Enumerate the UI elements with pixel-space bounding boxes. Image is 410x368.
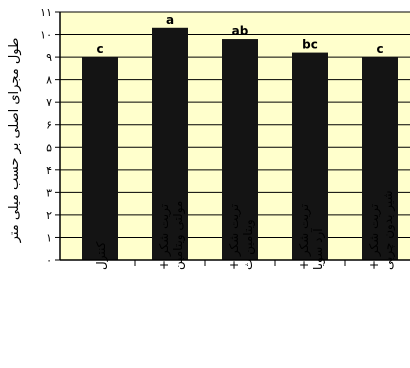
y-tick-label: ۱۰ (40, 29, 52, 42)
x-tick-label-line: تریت شکر + (297, 204, 312, 270)
significance-letter: ab (232, 24, 249, 38)
x-tick-label: کنترل (94, 241, 109, 270)
x-tick-label: تریت شکر + ویتامین ث (227, 204, 256, 270)
x-tick-labels: کنترل تریت شکر + مولتی ویتامین تریت شکر + وی… (94, 190, 396, 270)
y-axis-label: طول مجرای اصلی بر حسب میلی متر (7, 38, 22, 244)
y-tick-label: ۵ (46, 141, 52, 154)
x-tick-label-line: تریت شکر + (367, 204, 382, 270)
y-tick-label: ۴ (46, 164, 52, 177)
significance-letter: c (376, 42, 383, 56)
y-tick-label: ۸ (46, 74, 52, 87)
significance-letter: bc (302, 38, 318, 52)
x-tick-label: تریت شکر + مولتی ویتامین (157, 201, 186, 270)
y-tick-label: ۷ (46, 96, 52, 109)
x-tick-label: تریت شکر + شیر بدون چربی (367, 190, 396, 270)
y-tick-label: ۱ (46, 231, 52, 244)
bar-2 (152, 27, 188, 261)
bar-4 (292, 52, 328, 260)
y-tick-label: ۳ (46, 186, 52, 199)
significance-letter: c (96, 42, 103, 56)
bar-1 (82, 57, 118, 260)
significance-letter: a (166, 13, 174, 27)
bar-5 (362, 57, 398, 260)
x-tick-label-line: تریت شکر + (157, 204, 172, 270)
x-tick-label-line: ویتامین ث (241, 219, 256, 270)
bars (82, 27, 398, 261)
y-tick-label: ۶ (46, 119, 52, 132)
y-tick-label: ۱۱ (40, 6, 52, 19)
x-tick-label-line: مولتی ویتامین (171, 201, 186, 270)
y-tick-label: ۲ (46, 209, 52, 222)
x-tick-label-line: آرد سویا (310, 228, 326, 270)
x-tick-label-line: شیر بدون چربی (381, 190, 396, 270)
y-ticks: ۰ ۱ ۲ ۳ ۴ ۵ ۶ ۷ ۸ ۹ ۱۰ ۱۱ (40, 6, 60, 267)
y-tick-label: ۰ (46, 254, 52, 267)
x-tick-label-line: تریت شکر + (227, 204, 242, 270)
significance-letters: c a ab bc c (96, 13, 383, 56)
y-tick-label: ۹ (46, 51, 52, 64)
bar-3 (222, 39, 258, 260)
x-tick-label-line: کنترل (94, 241, 109, 270)
